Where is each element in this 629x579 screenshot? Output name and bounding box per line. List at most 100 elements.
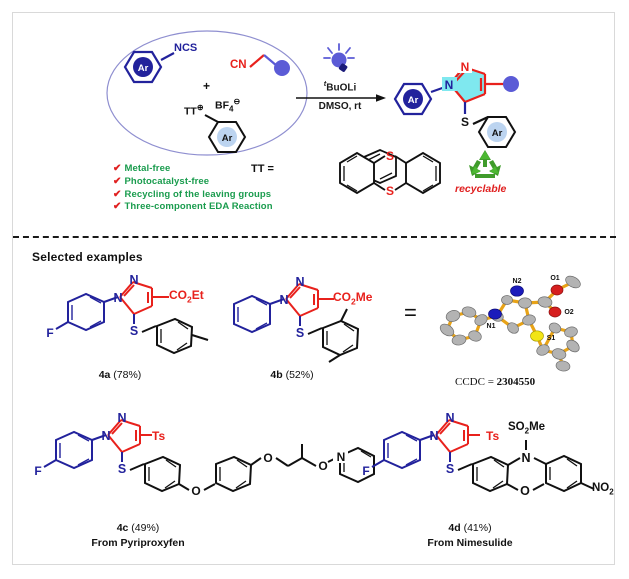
- oxygen-o1-ellipsoid: [550, 284, 564, 296]
- bf4-subscript: 4: [229, 104, 234, 114]
- source-4c: From Pyriproxyfen: [91, 537, 185, 549]
- ar-core-label: Ar: [138, 63, 149, 74]
- feature-label: Metal-free: [124, 163, 171, 174]
- atom-label-n1: N1: [487, 323, 496, 330]
- fluorine-label-4c: F: [34, 464, 41, 478]
- thioaryl-core-label: Ar: [492, 128, 503, 139]
- cyano-label: CN: [230, 59, 247, 71]
- recycle-icon: [469, 150, 501, 178]
- feature-label: Recycling of the leaving groups: [124, 189, 272, 200]
- sulfur-label-4c: S: [118, 462, 126, 476]
- acetonitrile-partner-structure: [249, 54, 290, 76]
- feature-item-1: ✔ Photocatalyst-free: [113, 176, 209, 187]
- amide-nitrogen-4d: N: [521, 451, 530, 465]
- yield-4d: (41%): [463, 522, 492, 534]
- recyclable-label: recyclable: [455, 183, 507, 195]
- crystal-structure-ortep: N2 N1 O1 O2 S1: [439, 275, 581, 372]
- imidazole-n3-label-4d: N: [445, 411, 454, 425]
- thianthrenium-salt-structure: Ar: [204, 114, 247, 153]
- ar-core-label-salt: Ar: [222, 133, 233, 144]
- section-title: Selected examples: [32, 250, 143, 264]
- imidazole-n1-label: N: [445, 78, 454, 92]
- reactants-ellipse: [106, 30, 308, 156]
- n-aryl-core-label: Ar: [408, 95, 419, 106]
- aryl-isothiocyanate-structure: Ar: [123, 50, 175, 84]
- compound-4c-structure: F N N S O: [34, 411, 327, 498]
- sulfur-s1-ellipsoid: [530, 330, 544, 342]
- tosyl-label-4d: Ts: [486, 429, 500, 443]
- tetrafluoroborate-label: BF4⊖: [215, 97, 241, 114]
- imidazole-n1-label-4b: N: [279, 293, 288, 307]
- fluorine-label-4d: F: [362, 464, 369, 478]
- check-icon: ✔: [113, 176, 122, 187]
- nitro-label-4d: NO2: [592, 482, 614, 497]
- ester-label-4a: CO2Et: [169, 288, 204, 305]
- caption-4c: 4c (49%): [78, 522, 198, 534]
- check-icon: ✔: [113, 189, 122, 200]
- sulfonamide-label-4d: SO2Me: [508, 421, 546, 436]
- feature-label: Three-component EDA Reaction: [124, 201, 273, 212]
- caption-4d: 4d (41%): [410, 522, 530, 534]
- sulfur-label-4d: S: [446, 462, 454, 476]
- bf4-negative-charge: ⊖: [233, 97, 241, 106]
- ether-oxygen-3-4c: O: [318, 459, 327, 473]
- ccdc-label: CCDC = 2304550: [455, 376, 536, 388]
- reaction-condition-bottom: DMSO, rt: [318, 101, 362, 112]
- tt-cation-label: TT⊕: [184, 103, 204, 118]
- product-structure: Ar N N S Ar: [393, 59, 519, 148]
- panel-divider: [13, 236, 616, 238]
- nitrogen-n1-ellipsoid: [488, 308, 502, 320]
- thianthrene-tricycle: S S: [339, 149, 441, 198]
- ester-subscript-4a: 2: [187, 294, 192, 305]
- imidazole-n3-label-4c: N: [117, 411, 126, 425]
- fluorine-label-4a: F: [46, 326, 53, 340]
- tt-positive-charge: ⊕: [196, 103, 204, 112]
- light-bulb-icon: [323, 43, 355, 72]
- compound-4b-structure: N N S: [233, 275, 360, 363]
- feature-item-0: ✔ Metal-free: [113, 163, 170, 174]
- product-sulfur-label: S: [461, 115, 469, 129]
- atom-label-o2: O2: [564, 309, 573, 316]
- caption-4a: 4a (78%): [60, 369, 180, 381]
- imidazole-n3-label: N: [461, 60, 470, 74]
- sulfonamide-subscript-4d: 2: [524, 426, 530, 436]
- ester-subscript-4b: 2: [351, 296, 356, 307]
- tt-definition-label: TT =: [251, 163, 274, 175]
- ether-oxygen-2-4c: O: [263, 451, 272, 465]
- sulfur-label-4a: S: [130, 324, 138, 338]
- compound-id-4b: 4b: [270, 369, 283, 381]
- nitrogen-n2-ellipsoid: [510, 285, 524, 297]
- source-4d: From Nimesulide: [427, 537, 513, 549]
- ether-oxygen-4d: O: [520, 484, 530, 498]
- compound-id-4d: 4d: [448, 522, 461, 534]
- imidazole-n1-label-4a: N: [113, 291, 122, 305]
- reaction-condition-top: tBuOLi: [323, 79, 357, 94]
- atom-label-s1: S1: [547, 335, 556, 342]
- imidazole-n1-label-4d: N: [429, 429, 438, 443]
- feature-item-2: ✔ Recycling of the leaving groups: [113, 189, 271, 200]
- compound-id-4a: 4a: [98, 369, 111, 381]
- feature-label: Photocatalyst-free: [124, 176, 210, 187]
- ester-label-4b: CO2Me: [333, 290, 373, 307]
- imidazole-n1-label-4c: N: [101, 429, 110, 443]
- pyridine-nitrogen-4c: N: [337, 450, 346, 464]
- thianthrene-s-bottom-label: S: [386, 184, 394, 198]
- yield-4c: (49%): [131, 522, 160, 534]
- check-icon: ✔: [113, 163, 122, 174]
- ccdc-number: 2304550: [496, 376, 536, 388]
- yield-4a: (78%): [113, 369, 142, 381]
- nitro-subscript-4d: 2: [609, 487, 614, 497]
- feature-item-3: ✔ Three-component EDA Reaction: [113, 201, 273, 212]
- atom-label-n2: N2: [513, 278, 522, 285]
- equals-sign: =: [404, 300, 417, 325]
- reaction-arrow: [296, 94, 386, 102]
- compound-4d-structure: F N N S N O: [362, 411, 595, 498]
- tosyl-label-4c: Ts: [152, 429, 166, 443]
- plus-sign: +: [203, 79, 211, 93]
- sulfur-label-4b: S: [296, 326, 304, 340]
- imidazole-n3-label-4b: N: [295, 275, 304, 289]
- pyridine-ring-4c: N: [327, 446, 375, 484]
- imidazole-n3-label-4a: N: [129, 273, 138, 287]
- oxygen-o2-ellipsoid: [548, 306, 562, 318]
- yield-4b: (52%): [285, 369, 314, 381]
